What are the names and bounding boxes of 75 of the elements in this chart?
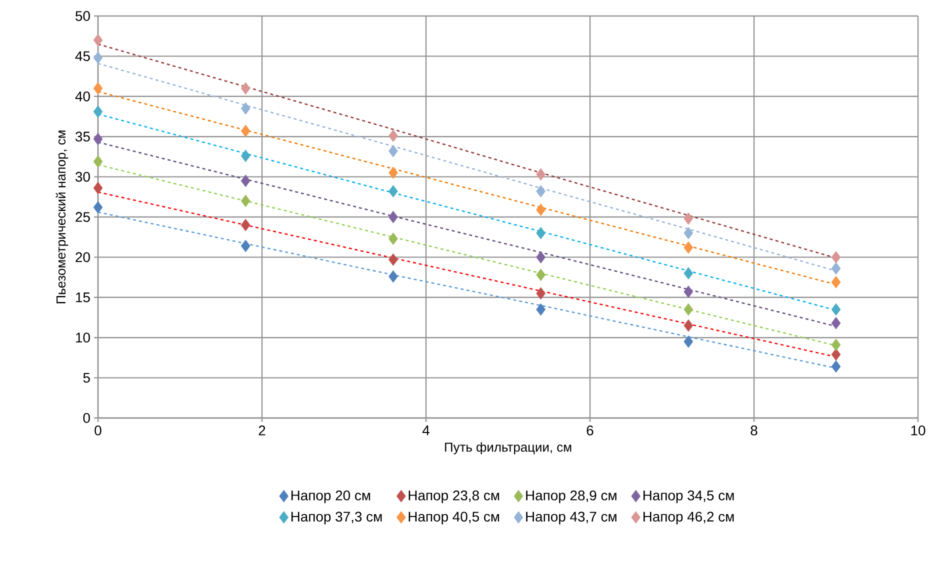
legend-label: Напор 34,5 см bbox=[643, 490, 734, 504]
y-tick-label: 0 bbox=[83, 413, 90, 423]
point bbox=[93, 201, 103, 214]
y-tick-label: 25 bbox=[76, 212, 90, 222]
point bbox=[388, 130, 398, 142]
point bbox=[536, 287, 546, 300]
legend-label: Напор 40,5 см bbox=[408, 512, 500, 524]
y-tick-label: 50 bbox=[76, 11, 90, 21]
point bbox=[536, 185, 546, 198]
point bbox=[684, 241, 694, 254]
point bbox=[240, 194, 250, 208]
y-tick-label: 20 bbox=[76, 252, 90, 262]
point bbox=[831, 276, 841, 288]
point bbox=[684, 267, 694, 280]
point bbox=[831, 360, 841, 373]
y-tick-label: 30 bbox=[76, 172, 90, 182]
point bbox=[240, 124, 250, 138]
point bbox=[831, 338, 841, 352]
point bbox=[684, 286, 694, 298]
y-tick-label: 10 bbox=[76, 332, 90, 343]
point bbox=[831, 303, 841, 316]
point bbox=[93, 155, 103, 168]
y-tick-label: 40 bbox=[75, 91, 90, 102]
y-tick-label: 45 bbox=[75, 51, 90, 62]
point bbox=[93, 132, 103, 146]
y-axis-title: Пьезометрический напор, см bbox=[56, 130, 68, 304]
point bbox=[536, 268, 546, 282]
point bbox=[684, 226, 694, 240]
point bbox=[93, 52, 103, 64]
point bbox=[536, 303, 546, 316]
legend-label: Напор 23,8 см bbox=[408, 490, 500, 504]
point bbox=[684, 212, 694, 225]
x-tick-label: 4 bbox=[422, 426, 430, 436]
point bbox=[684, 335, 694, 348]
x-tick-label: 8 bbox=[750, 426, 758, 436]
y-tick-label: 5 bbox=[83, 372, 90, 383]
point bbox=[93, 182, 103, 194]
point bbox=[388, 185, 398, 198]
x-tick-label: 2 bbox=[258, 426, 266, 436]
point bbox=[388, 166, 398, 179]
y-tick-label: 15 bbox=[76, 292, 90, 302]
legend-label: Напор 46,2 см bbox=[643, 512, 734, 524]
point bbox=[240, 218, 250, 232]
legend-label: Напор 20 см bbox=[291, 490, 370, 504]
x-tick-label: 10 bbox=[911, 426, 926, 436]
legend-label: Напор 43,7 см bbox=[526, 512, 616, 524]
point bbox=[240, 102, 250, 115]
x-axis-title: Путь фильтрации, см bbox=[445, 442, 572, 454]
point bbox=[93, 105, 103, 118]
point bbox=[388, 144, 398, 158]
x-tick-label: 0 bbox=[94, 426, 102, 436]
point bbox=[93, 82, 103, 95]
point bbox=[388, 270, 398, 283]
point bbox=[240, 82, 250, 95]
point bbox=[831, 348, 841, 361]
point bbox=[536, 251, 546, 264]
point bbox=[536, 226, 546, 240]
point bbox=[831, 316, 841, 330]
point bbox=[240, 240, 250, 252]
x-tick-label: 6 bbox=[586, 426, 594, 436]
y-tick-label: 35 bbox=[76, 132, 90, 142]
legend-label: Напор 28,9 см bbox=[526, 490, 616, 504]
point bbox=[684, 319, 694, 332]
point bbox=[93, 34, 103, 46]
point bbox=[388, 253, 398, 266]
point bbox=[240, 174, 250, 188]
legend-label: Напор 37,3 см bbox=[291, 512, 382, 524]
point bbox=[831, 251, 841, 264]
point bbox=[388, 210, 398, 224]
point bbox=[831, 262, 841, 275]
point bbox=[536, 204, 546, 216]
point bbox=[536, 168, 546, 181]
point bbox=[684, 303, 694, 316]
point bbox=[388, 232, 398, 245]
point bbox=[240, 150, 250, 162]
